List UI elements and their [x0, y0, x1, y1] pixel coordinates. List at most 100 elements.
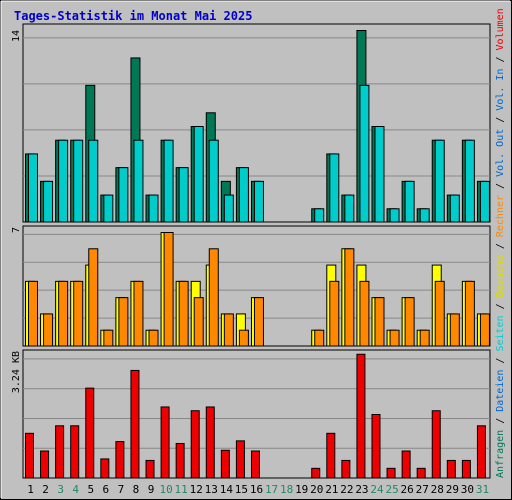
bar-rechner [344, 248, 355, 347]
bar-seiten [43, 180, 54, 223]
bar-rechner [449, 313, 460, 347]
bar-seiten [88, 139, 99, 223]
bar-seiten [193, 126, 204, 223]
bar-seiten [464, 139, 475, 223]
bar-volumen [40, 450, 50, 479]
bar-seiten [58, 139, 69, 223]
bar-seiten [374, 126, 385, 223]
bar-volumen [115, 441, 125, 479]
bar-volumen [386, 467, 396, 479]
bar-rechner [329, 280, 340, 347]
day-label: 16 [250, 483, 263, 496]
bar-seiten [73, 139, 84, 223]
day-label: 26 [401, 483, 414, 496]
day-label: 4 [72, 483, 79, 496]
chart-title: Tages-Statistik im Monat Mai 2025 [14, 9, 252, 23]
bar-rechner [479, 313, 490, 347]
bar-seiten [253, 180, 264, 223]
day-axis-labels: 1 2 3 4 5 6 7 8 9 10 11 12 13 14 15 16 17 18 19 20 21 22 23 24 2… [27, 483, 489, 496]
bar-seiten [28, 153, 38, 223]
day-label: 14 [220, 483, 234, 496]
requests-ymax-label: 14 [11, 30, 22, 42]
bar-seiten [419, 208, 430, 223]
day-label: 21 [325, 483, 338, 496]
bar-seiten [133, 139, 144, 223]
bar-volumen [416, 467, 426, 479]
legend-segment: Rechner [495, 195, 506, 237]
bar-volumen [461, 459, 471, 479]
bar-seiten [103, 194, 114, 223]
bar-rechner [434, 280, 445, 347]
legend-segment: Anfragen [495, 430, 506, 478]
bar-rechner [404, 297, 415, 347]
bar-volumen [341, 459, 351, 479]
bar-seiten [223, 194, 234, 223]
bar-volumen [371, 413, 381, 479]
bar-volumen [85, 387, 95, 479]
bar-volumen [160, 406, 170, 479]
legend-segment: Vol. In [495, 69, 506, 111]
day-label: 12 [190, 483, 203, 496]
bar-rechner [253, 297, 264, 347]
bar-rechner [314, 329, 325, 347]
day-label: 13 [205, 483, 218, 496]
bar-rechner [133, 280, 144, 347]
volume-ymax-label: 3.24 KB [11, 351, 22, 393]
day-label: 29 [446, 483, 459, 496]
bar-volumen [311, 467, 321, 479]
day-label: 5 [87, 483, 94, 496]
legend-segment: Besuche [495, 255, 506, 297]
legend-segment: / [495, 177, 506, 195]
day-label: 6 [103, 483, 110, 496]
bar-seiten [238, 167, 249, 223]
bar-seiten [359, 84, 370, 223]
legend-segment: Dateien [495, 370, 506, 412]
bar-seiten [148, 194, 159, 223]
bar-rechner [359, 280, 370, 347]
bar-seiten [344, 194, 355, 223]
bar-seiten [404, 180, 415, 223]
day-label: 10 [159, 483, 172, 496]
bar-volumen [235, 440, 245, 479]
day-label: 28 [431, 483, 444, 496]
bar-volumen [356, 353, 366, 479]
bar-rechner [163, 232, 174, 347]
bar-volumen [100, 458, 110, 479]
bar-volumen [55, 425, 65, 479]
legend-segment: / [495, 111, 506, 129]
day-label: 11 [175, 483, 188, 496]
bar-rechner [374, 297, 385, 347]
bar-volumen [145, 459, 155, 479]
day-label: 22 [340, 483, 353, 496]
bar-volumen [431, 410, 441, 479]
bar-seiten [449, 194, 460, 223]
bar-seiten [118, 167, 129, 223]
bar-volumen [220, 449, 230, 479]
legend-segment: / [495, 237, 506, 255]
day-label: 24 [370, 483, 384, 496]
bar-volumen [446, 459, 456, 479]
bar-rechner [208, 248, 219, 347]
bar-seiten [208, 139, 219, 223]
day-label: 19 [295, 483, 308, 496]
right-vertical-legend: Anfragen / Dateien / Seiten / Besuche / … [495, 8, 506, 478]
day-label: 23 [355, 483, 368, 496]
bar-rechner [464, 280, 475, 347]
bar-rechner [43, 313, 54, 347]
day-label: 18 [280, 483, 293, 496]
bar-volumen [205, 406, 215, 479]
day-label: 8 [133, 483, 140, 496]
bar-rechner [118, 297, 129, 347]
day-label: 30 [461, 483, 474, 496]
bar-rechner [193, 297, 204, 347]
day-label: 27 [416, 483, 429, 496]
chart-bars [25, 30, 490, 479]
bar-seiten [434, 139, 445, 223]
bar-seiten [314, 208, 325, 223]
bar-volumen [25, 432, 34, 479]
day-label: 3 [57, 483, 64, 496]
bar-rechner [103, 329, 114, 347]
bar-volumen [130, 369, 140, 479]
